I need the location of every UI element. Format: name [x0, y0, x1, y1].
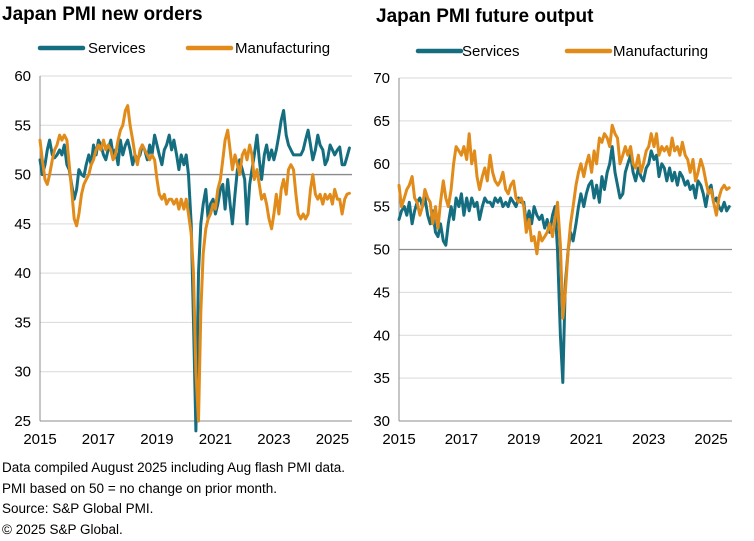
future-output-y-tick-65: 65: [373, 113, 390, 130]
new-orders-x-tick-2025: 2025: [316, 431, 349, 448]
future-output-y-tick-30: 30: [373, 413, 390, 430]
future-output-y-tick-35: 35: [373, 370, 390, 387]
future-output-x-tick-2021: 2021: [570, 431, 603, 448]
future-output-y-tick-50: 50: [373, 242, 390, 259]
future-output-x-tick-2023: 2023: [632, 431, 665, 448]
new-orders-x-tick-2015: 2015: [23, 431, 56, 448]
future-output-y-tick-40: 40: [373, 327, 390, 344]
chart-title-future-output: Japan PMI future output: [376, 6, 594, 27]
charts-canvas: 25 30 35 40 45 50 55 60 2015 2017 2019 2021 2023 2025…: [14, 40, 732, 448]
new-orders-y-tick-45: 45: [14, 216, 31, 233]
new-orders-x-tick-2021: 2021: [199, 431, 232, 448]
footnotes: Data compiled August 2025 including Aug …: [2, 458, 345, 540]
future-output-x-tick-2025: 2025: [694, 431, 727, 448]
future-output-x-tick-2017: 2017: [445, 431, 478, 448]
footnote-copyright: © 2025 S&P Global.: [2, 521, 123, 537]
new-orders-x-tick-2019: 2019: [140, 431, 173, 448]
new-orders-y-tick-60: 60: [14, 68, 31, 85]
new-orders-y-tick-40: 40: [14, 265, 31, 282]
new-orders-x-tick-2017: 2017: [82, 431, 115, 448]
chart-title-new-orders: Japan PMI new orders: [2, 4, 203, 25]
new-orders-y-tick-55: 55: [14, 117, 31, 134]
new-orders-x-tick-2023: 2023: [257, 431, 290, 448]
new-orders-legend-label-services: Services: [88, 40, 146, 57]
future-output-x-tick-2019: 2019: [507, 431, 540, 448]
future-output-series-services: [397, 145, 731, 384]
footnote-compiled: Data compiled August 2025 including Aug …: [2, 460, 345, 475]
new-orders-legend-label-manufacturing: Manufacturing: [235, 40, 330, 57]
future-output-legend-label-services: Services: [462, 43, 520, 60]
new-orders-y-tick-35: 35: [14, 314, 31, 331]
new-orders-y-tick-25: 25: [14, 413, 31, 430]
footnote-pmi-basis: PMI based on 50 = no change on prior mon…: [2, 480, 278, 496]
footnote-source: Source: S&P Global PMI.: [2, 501, 154, 516]
future-output-y-tick-70: 70: [373, 70, 390, 87]
future-output-legend-label-manufacturing: Manufacturing: [613, 43, 708, 60]
future-output-y-tick-55: 55: [373, 199, 390, 216]
future-output-series-manufacturing: [397, 123, 731, 320]
future-output-y-tick-45: 45: [373, 284, 390, 301]
future-output-y-tick-60: 60: [373, 156, 390, 173]
new-orders-series-manufacturing: [38, 104, 351, 423]
new-orders-y-tick-30: 30: [14, 364, 31, 381]
new-orders-y-tick-50: 50: [14, 167, 31, 184]
future-output-x-tick-2015: 2015: [382, 431, 415, 448]
